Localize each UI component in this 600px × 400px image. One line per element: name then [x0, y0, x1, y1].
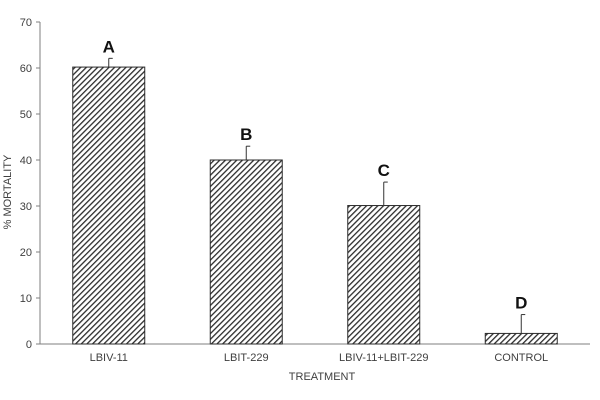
bars: A B C D [72, 37, 558, 345]
x-axis-title: TREATMENT [289, 371, 356, 383]
significance-letter: A [103, 37, 115, 56]
x-axis: LBIV-11 LBIT-229 LBIV-11+LBIT-229 CONTROL [40, 343, 590, 364]
significance-letter: C [378, 161, 390, 180]
y-axis: 0 10 20 30 40 50 60 70 [20, 17, 41, 351]
bar-lbit-229 [209, 159, 283, 345]
y-tick-label: 0 [26, 339, 32, 351]
y-tick-label: 10 [20, 293, 32, 305]
x-category-label: LBIT-229 [224, 352, 269, 364]
significance-letter: D [515, 294, 527, 313]
significance-letter: B [240, 125, 252, 144]
y-tick-label: 40 [20, 155, 32, 167]
y-tick-label: 30 [20, 201, 32, 213]
bar-control [484, 332, 558, 345]
x-category-label: LBIV-11+LBIT-229 [339, 352, 428, 364]
y-tick-label: 50 [20, 109, 32, 121]
x-category-label: LBIV-11 [90, 352, 128, 364]
y-axis-title: % MORTALITY [2, 154, 14, 229]
y-tick-label: 20 [20, 247, 32, 259]
bar-lbiv-11 [72, 66, 146, 345]
y-tick-label: 60 [20, 63, 32, 75]
y-tick-label: 70 [20, 17, 32, 29]
bar-lbiv-11-lbit-229 [347, 205, 421, 345]
x-category-label: CONTROL [494, 352, 548, 364]
